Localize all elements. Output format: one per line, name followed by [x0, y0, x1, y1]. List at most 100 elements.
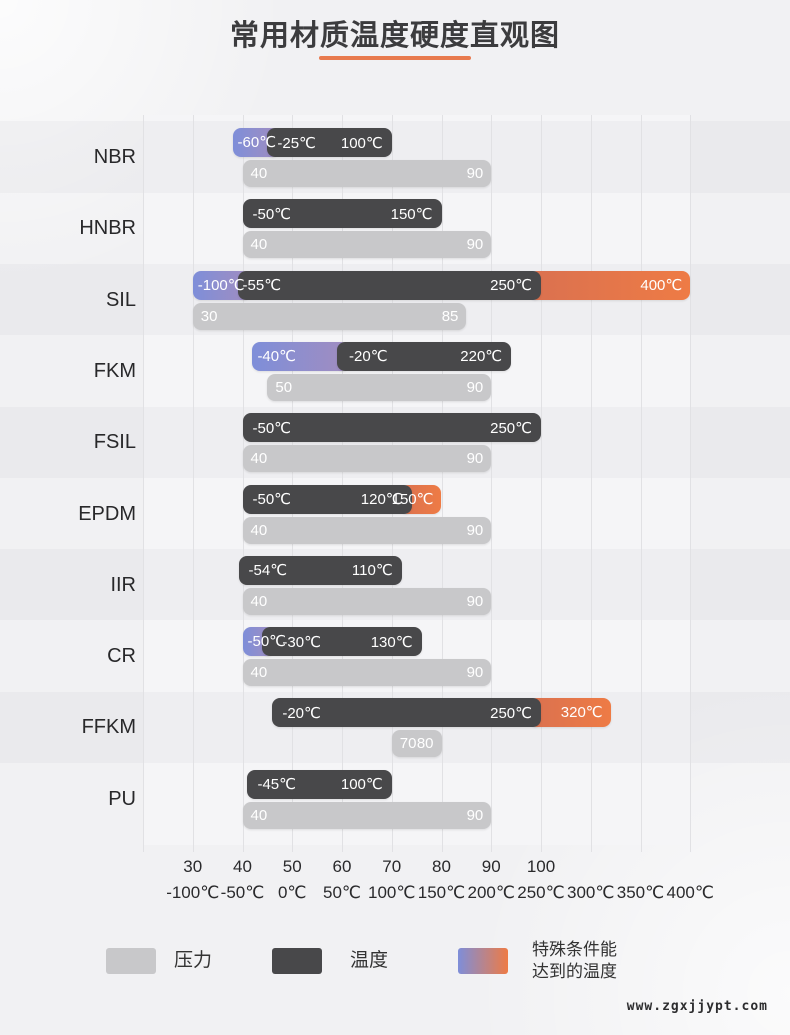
gridline — [242, 115, 244, 852]
temperature-axis-tick: 0℃ — [277, 883, 307, 902]
hardness-max-label: 90 — [466, 664, 484, 682]
temperature-axis-tick: 50℃ — [322, 883, 362, 902]
temperature-max-label: 250℃ — [490, 419, 532, 437]
hardness-axis-tick: 80 — [432, 857, 451, 876]
special-high-label: 150℃ — [391, 490, 434, 508]
hardness-max-label: 90 — [466, 165, 484, 182]
temperature-max-label: 150℃ — [390, 205, 433, 223]
special-high-label: 400℃ — [640, 276, 683, 294]
material-label: NBR — [93, 146, 136, 168]
hardness-axis-tick: 70 — [382, 857, 402, 876]
gridline — [590, 115, 592, 852]
page-title: 常用材质温度硬度直观图 — [229, 20, 560, 52]
hardness-min-label: 40 — [250, 592, 268, 610]
legend: 压力 温度 特殊条件能 达到的温度 — [0, 940, 790, 1006]
temperature-axis-tick: 350℃ — [616, 883, 665, 902]
pressure-bar: 50 90 — [267, 373, 492, 401]
gridline — [342, 115, 343, 852]
temperature-axis-tick: 300℃ — [567, 883, 615, 902]
hardness-min-label: 70 — [399, 735, 417, 753]
temperature-max-label: 110℃ — [351, 562, 393, 580]
material-label: IIR — [110, 573, 136, 596]
hardness-min-label: 40 — [250, 806, 268, 824]
legend-label-special: 特殊条件能 达到的温度 — [532, 940, 617, 981]
temperature-bar: -45℃ 100℃ — [247, 769, 392, 799]
hardness-axis-tick: 50 — [282, 857, 302, 876]
temperature-max-label: 250℃ — [490, 277, 532, 295]
gridline — [292, 115, 294, 852]
temperature-bar: -20℃ 250℃ — [272, 698, 541, 728]
legend-swatch-temperature — [272, 948, 322, 974]
hardness-max-label: 90 — [466, 236, 484, 254]
material-label: CR — [107, 645, 136, 668]
hardness-min-label: 50 — [275, 378, 293, 396]
gridline — [491, 115, 493, 852]
material-label: EPDM — [78, 502, 136, 525]
temperature-min-label: -25℃ — [277, 134, 316, 152]
temperature-axis-tick: 250℃ — [517, 883, 565, 902]
gridline — [640, 115, 642, 852]
temperature-bar: -30℃ 130℃ — [262, 627, 422, 657]
temperature-axis-tick: 150℃ — [417, 883, 466, 902]
legend-label-temperature: 温度 — [350, 950, 389, 971]
material-label: PU — [108, 787, 136, 810]
gridline — [541, 115, 542, 852]
temperature-min-label: -50℃ — [252, 419, 292, 437]
pressure-bar: 40 90 — [242, 659, 492, 687]
temperature-min-label: -50℃ — [252, 491, 292, 508]
hardness-max-label: 90 — [466, 378, 484, 396]
temperature-min-label: -45℃ — [257, 776, 296, 794]
title-underline — [319, 56, 471, 60]
temperature-min-label: -54℃ — [248, 562, 288, 580]
hardness-max-label: 90 — [466, 450, 484, 468]
temperature-min-label: -20℃ — [349, 348, 388, 366]
gridline — [441, 115, 443, 852]
legend-label-pressure: 压力 — [174, 950, 213, 971]
special-low-label: -60℃ — [237, 134, 277, 151]
gridline — [143, 115, 144, 852]
pressure-bar: 40 90 — [242, 801, 492, 829]
temperature-max-label: 250℃ — [490, 704, 532, 722]
hardness-axis-tick: 60 — [332, 857, 352, 876]
hardness-min-label: 40 — [250, 236, 268, 254]
temperature-axis-tick: 200℃ — [467, 883, 515, 902]
hardness-min-label: 40 — [250, 664, 268, 682]
temperature-bar: -25℃ 100℃ — [267, 128, 392, 157]
temperature-min-label: -55℃ — [242, 277, 282, 295]
hardness-max-label: 90 — [466, 592, 484, 610]
special-low-label: -50℃ — [247, 633, 287, 651]
temperature-bar: -50℃ 120℃ — [242, 484, 412, 514]
temperature-max-label: 100℃ — [340, 776, 383, 794]
material-label: FSIL — [93, 431, 136, 454]
pressure-bar: 30 85 — [192, 302, 467, 330]
legend-swatch-special — [458, 948, 508, 974]
temperature-bar: -50℃ 150℃ — [242, 199, 442, 229]
pressure-bar: 40 90 — [242, 516, 492, 544]
hardness-max-label: 90 — [466, 521, 484, 539]
temperature-min-label: -50℃ — [252, 205, 292, 223]
temperature-max-label: 120℃ — [360, 491, 403, 508]
special-high-label: 320℃ — [560, 704, 603, 722]
temperature-axis-tick: -50℃ — [220, 883, 265, 902]
hardness-max-label: 85 — [441, 307, 459, 325]
pressure-bar: 70 80 — [391, 730, 442, 758]
temperature-axis-tick: 100℃ — [368, 883, 416, 902]
hardness-axis-tick: 30 — [183, 857, 203, 876]
temperature-min-label: -30℃ — [282, 633, 321, 651]
material-label: HNBR — [79, 217, 136, 240]
temperature-bar: -55℃ 250℃ — [237, 270, 541, 300]
pressure-bar: 40 90 — [242, 445, 492, 473]
special-high-segment — [529, 270, 691, 300]
material-label: FFKM — [81, 716, 136, 739]
material-label: SIL — [105, 288, 136, 311]
special-low-label: -100℃ — [197, 276, 245, 294]
gridline — [192, 115, 194, 852]
temperature-min-label: -20℃ — [282, 704, 321, 722]
temperature-axis-tick: -100℃ — [166, 883, 220, 902]
hardness-axis-tick: 90 — [481, 857, 501, 876]
pressure-bar: 40 90 — [242, 160, 492, 187]
gridline — [391, 115, 393, 852]
hardness-min-label: 40 — [250, 521, 268, 539]
pressure-bar: 40 90 — [242, 231, 492, 259]
temperature-bar: -50℃ 250℃ — [242, 413, 541, 443]
